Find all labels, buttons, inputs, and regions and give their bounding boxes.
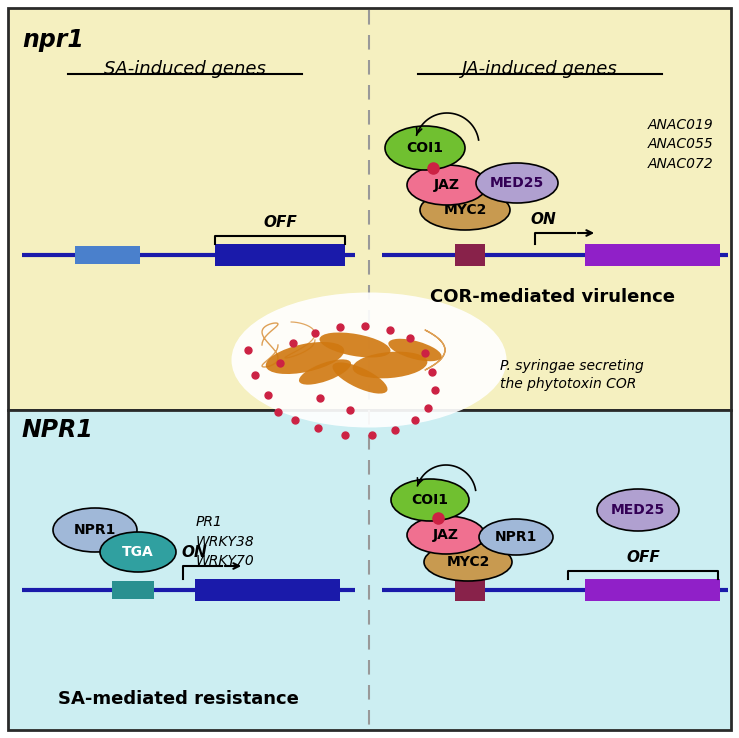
Ellipse shape <box>231 292 506 427</box>
Text: JA-induced genes: JA-induced genes <box>462 60 618 78</box>
Text: ANAC019
ANAC055
ANAC072: ANAC019 ANAC055 ANAC072 <box>648 118 714 171</box>
Bar <box>112 581 154 599</box>
FancyBboxPatch shape <box>8 8 731 410</box>
Ellipse shape <box>333 362 387 393</box>
Text: OFF: OFF <box>263 215 297 230</box>
Bar <box>455 579 485 601</box>
Ellipse shape <box>479 519 553 555</box>
Text: JAZ: JAZ <box>434 178 460 192</box>
Ellipse shape <box>424 543 512 581</box>
Ellipse shape <box>420 190 510 230</box>
Ellipse shape <box>353 351 427 379</box>
Text: npr1: npr1 <box>22 28 84 52</box>
Bar <box>195 579 340 601</box>
Text: COI1: COI1 <box>412 493 449 507</box>
Ellipse shape <box>53 508 137 552</box>
Text: P. syringae secreting
the phytotoxin COR: P. syringae secreting the phytotoxin COR <box>500 359 644 391</box>
Ellipse shape <box>100 532 176 572</box>
Ellipse shape <box>407 165 487 205</box>
Bar <box>455 244 485 266</box>
Text: COI1: COI1 <box>406 141 443 155</box>
Ellipse shape <box>388 339 442 361</box>
Text: ON: ON <box>181 545 207 560</box>
Text: NPR1: NPR1 <box>22 418 94 442</box>
Text: MED25: MED25 <box>490 176 544 190</box>
Text: TGA: TGA <box>122 545 154 559</box>
Text: MYC2: MYC2 <box>443 203 487 217</box>
Text: JAZ: JAZ <box>433 528 459 542</box>
Ellipse shape <box>385 126 465 170</box>
Text: ON: ON <box>530 212 556 227</box>
Ellipse shape <box>391 479 469 521</box>
Ellipse shape <box>319 333 390 357</box>
Text: SA-induced genes: SA-induced genes <box>104 60 266 78</box>
Text: OFF: OFF <box>626 550 660 565</box>
Bar <box>215 244 345 266</box>
Text: COR-mediated virulence: COR-mediated virulence <box>431 288 675 306</box>
Ellipse shape <box>266 342 344 374</box>
Ellipse shape <box>407 516 485 554</box>
Text: MYC2: MYC2 <box>446 555 490 569</box>
Ellipse shape <box>476 163 558 203</box>
Text: NPR1: NPR1 <box>74 523 116 537</box>
Text: NPR1: NPR1 <box>495 530 537 544</box>
Text: PR1
WRKY38
WRKY70: PR1 WRKY38 WRKY70 <box>196 515 255 568</box>
Ellipse shape <box>597 489 679 531</box>
Ellipse shape <box>299 359 351 384</box>
Bar <box>585 244 720 266</box>
Text: MED25: MED25 <box>611 503 665 517</box>
Bar <box>75 246 140 264</box>
FancyBboxPatch shape <box>8 410 731 730</box>
Text: SA-mediated resistance: SA-mediated resistance <box>58 690 299 708</box>
Bar <box>585 579 720 601</box>
